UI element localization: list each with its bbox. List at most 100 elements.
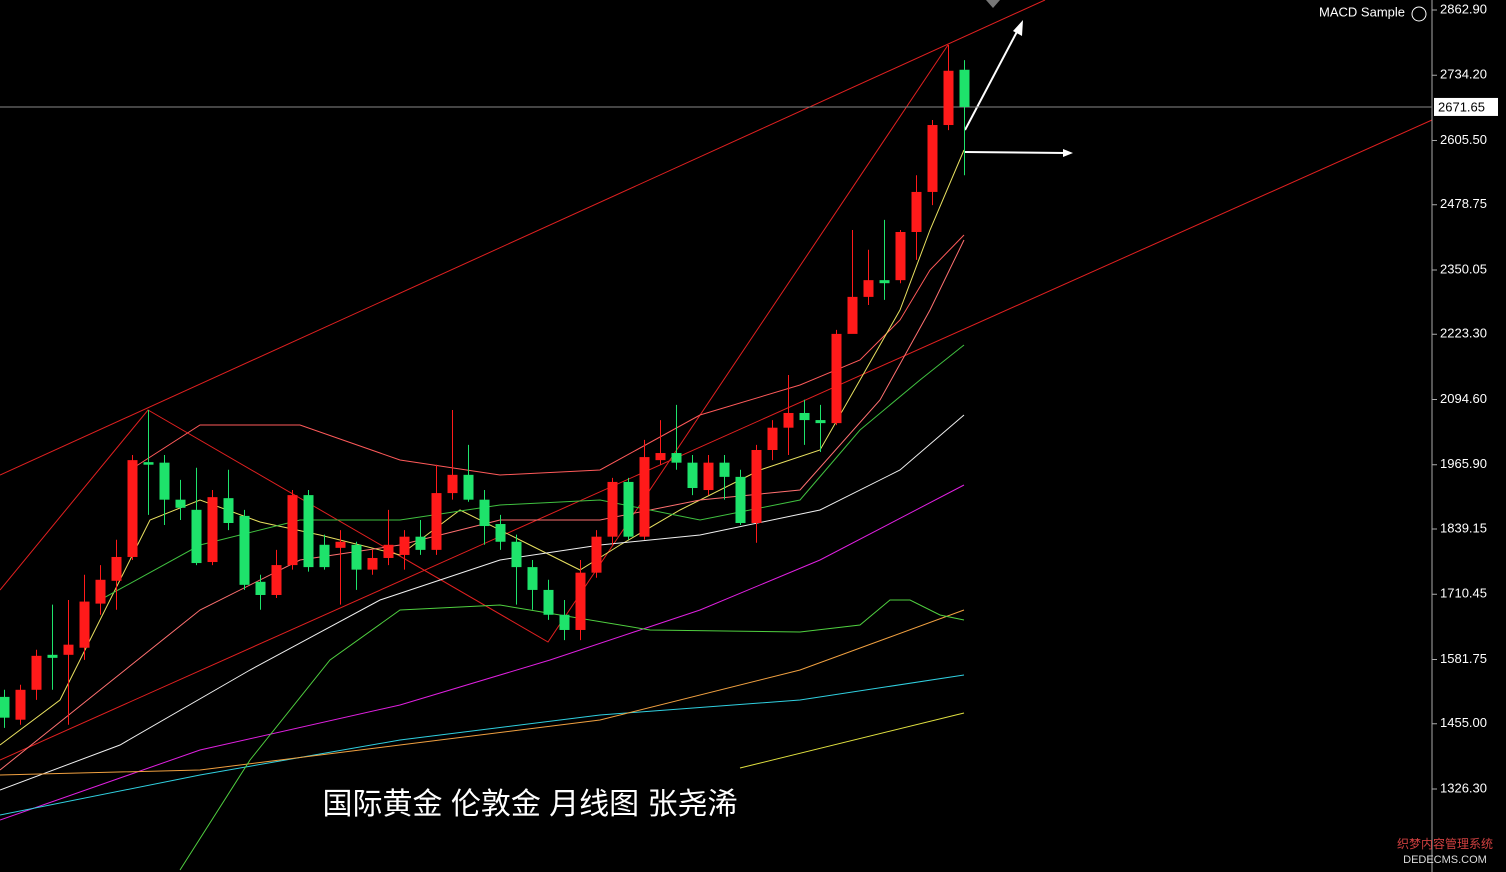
candle-body: [799, 412, 810, 421]
moving-average: [0, 674, 965, 816]
watermark: DEDECMS.COM: [1403, 854, 1487, 866]
y-tick-label: 2734.20: [1440, 67, 1487, 82]
candle-body: [127, 460, 138, 557]
moving-average: [0, 414, 965, 791]
candle-body: [623, 481, 634, 537]
zigzag-line: [0, 44, 949, 643]
candle-body: [367, 557, 378, 570]
candle-body: [815, 420, 826, 424]
candle-body: [15, 689, 26, 720]
arrow: [964, 151, 1067, 154]
candle-body: [687, 462, 698, 489]
candle-body: [95, 579, 106, 604]
candle-body: [703, 462, 714, 491]
candle-body: [223, 498, 234, 523]
y-tick-label: 1581.75: [1440, 651, 1487, 666]
candle-body: [143, 462, 154, 465]
candle-body: [335, 541, 346, 548]
y-tick-label: 1455.00: [1440, 715, 1487, 730]
candle-body: [943, 70, 954, 126]
y-tick-label: 2605.50: [1440, 132, 1487, 147]
candle-body: [159, 462, 170, 500]
candle-body: [895, 231, 906, 281]
arrow: [964, 25, 1021, 131]
current-price-box: [1434, 97, 1498, 116]
candle-body: [767, 427, 778, 450]
candle-body: [383, 544, 394, 558]
candle-body: [543, 589, 554, 615]
candle-body: [831, 333, 842, 424]
candle-body: [959, 69, 970, 107]
moving-average: [0, 239, 965, 771]
shift-marker: [986, 0, 1000, 8]
candle-body: [927, 125, 938, 192]
candle-body: [207, 497, 218, 563]
candle-body: [239, 515, 250, 585]
candle-body: [79, 601, 90, 648]
indicator-icon: [1411, 6, 1427, 22]
indicator-label: MACD Sample: [1319, 4, 1405, 19]
annotation: 国际黄金 伦敦金 月线图 张尧浠: [322, 788, 737, 821]
candles: [0, 44, 970, 728]
y-tick-label: 2350.05: [1440, 261, 1487, 276]
candle-body: [719, 462, 730, 477]
y-tick-label: 2862.90: [1440, 1, 1487, 16]
bollinger-band: [99, 344, 965, 601]
candle-body: [479, 499, 490, 527]
candle-body: [559, 614, 570, 630]
candle-body: [351, 544, 362, 570]
moving-average: [0, 484, 965, 821]
y-tick-label: 1839.15: [1440, 520, 1487, 535]
candle-body: [175, 499, 186, 508]
candle-body: [303, 495, 314, 568]
moving-average: [129, 234, 965, 476]
moving-average: [739, 712, 965, 769]
candle-body: [319, 544, 330, 568]
y-tick-label: 2094.60: [1440, 391, 1487, 406]
candle-body: [111, 556, 122, 581]
candle-body: [639, 457, 650, 537]
candle-body: [735, 476, 746, 523]
candle-body: [863, 280, 874, 297]
y-tick-label: 1710.45: [1440, 586, 1487, 601]
candle-body: [271, 565, 282, 595]
candle-body: [0, 696, 10, 718]
candle-body: [527, 567, 538, 590]
candle-body: [431, 493, 442, 550]
candle-body: [495, 524, 506, 542]
y-tick-label: 1965.90: [1440, 456, 1487, 471]
candle-body: [415, 536, 426, 550]
candle-body: [31, 655, 42, 690]
y-tick-label: 1326.30: [1440, 780, 1487, 795]
candle-body: [463, 474, 474, 500]
moving-average: [0, 609, 965, 776]
candle-body: [847, 296, 858, 334]
trend-line: [0, 0, 1046, 476]
candle-body: [63, 644, 74, 655]
y-tick-label: 2478.75: [1440, 196, 1487, 211]
watermark: 织梦内容管理系统: [1397, 836, 1493, 851]
candle-body: [191, 509, 202, 564]
candle-body: [575, 572, 586, 630]
current-price-label: 2671.65: [1438, 99, 1485, 114]
candle-body: [911, 191, 922, 232]
moving-average: [0, 149, 965, 746]
candle-body: [287, 495, 298, 566]
bollinger-band: [179, 599, 965, 871]
candle-body: [447, 474, 458, 494]
arrow-head: [1063, 149, 1073, 157]
candle-body: [607, 481, 618, 537]
trend-line: [0, 119, 1433, 761]
candle-body: [399, 536, 410, 555]
axis: [0, 0, 1437, 872]
candle-body: [879, 280, 890, 284]
candle-body: [655, 453, 666, 461]
candle-body: [671, 453, 682, 463]
candle-body: [591, 536, 602, 573]
candle-body: [751, 449, 762, 523]
candle-body: [47, 654, 58, 658]
candle-body: [783, 412, 794, 428]
